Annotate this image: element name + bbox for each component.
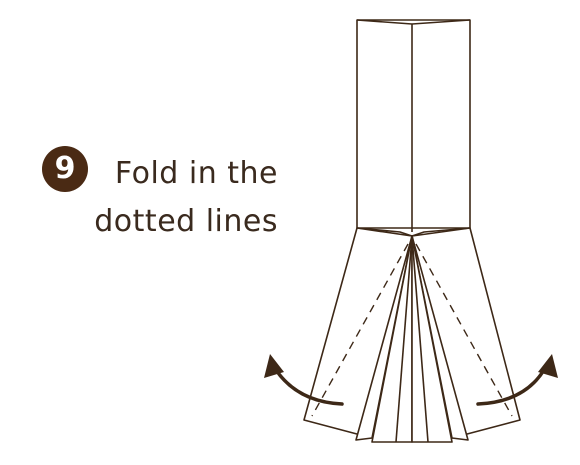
step-instruction: Fold in the dotted lines [94, 150, 278, 246]
dotted-fold-line-right [415, 243, 513, 417]
instruction-line-1: Fold in the [114, 156, 278, 191]
paper-upper-body [356, 19, 471, 229]
right-outward-arrow [476, 354, 558, 406]
skirt-center-right-pleat [411, 235, 453, 443]
left-outward-arrow [264, 354, 344, 406]
instruction-line-2: dotted lines [94, 204, 278, 239]
center-crease-right [411, 235, 429, 443]
step-number-badge: 9 [42, 146, 88, 192]
dotted-fold-line-left [311, 243, 409, 417]
center-crease-left [395, 235, 413, 443]
